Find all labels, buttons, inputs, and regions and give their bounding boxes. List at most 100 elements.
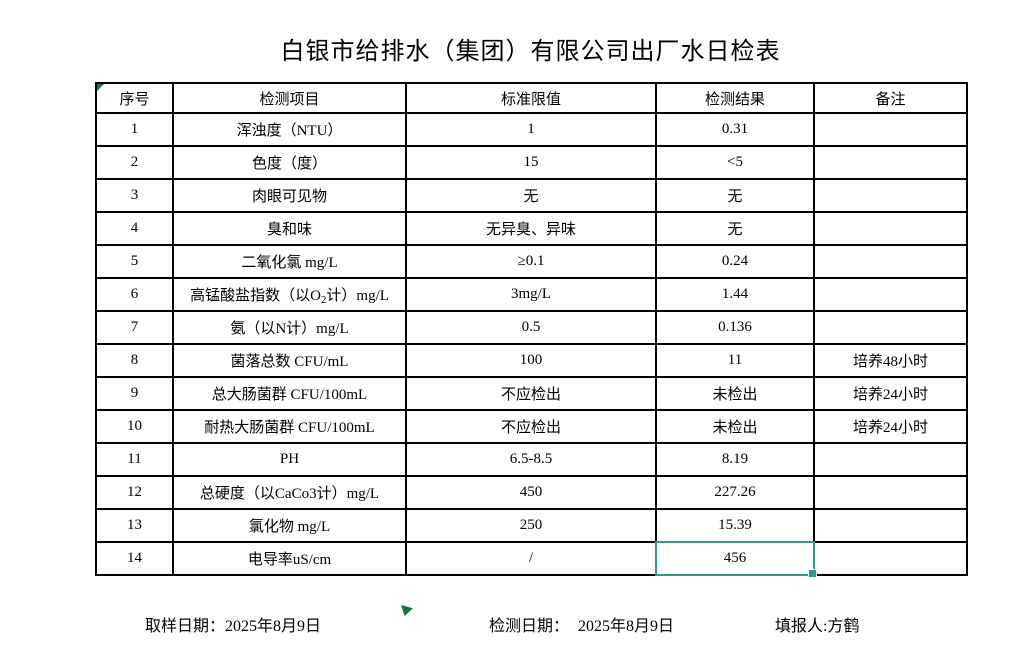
cell-limit[interactable]: 不应检出 — [405, 376, 657, 411]
cell-item[interactable]: 菌落总数 CFU/mL — [172, 343, 407, 378]
header-note[interactable]: 备注 — [813, 82, 968, 114]
cell-limit[interactable]: 450 — [405, 475, 657, 510]
test-date: 检测日期： 2025年8月9日 — [489, 612, 674, 636]
cell-serial[interactable]: 10 — [95, 409, 174, 444]
cell-serial[interactable]: 11 — [95, 442, 174, 477]
cell-note[interactable] — [813, 145, 968, 180]
cell-item[interactable]: 高锰酸盐指数（以O2计）mg/L — [172, 277, 407, 312]
cell-serial[interactable]: 1 — [95, 112, 174, 147]
sampling-date-value: 2025年8月9日 — [225, 618, 322, 635]
cell-result[interactable]: 11 — [655, 343, 815, 378]
table-row: 13 氯化物 mg/L 250 15.39 — [95, 508, 968, 543]
cell-item[interactable]: 二氧化氯 mg/L — [172, 244, 407, 279]
cell-limit[interactable]: 100 — [405, 343, 657, 378]
reporter-label: 填报人: — [775, 618, 828, 635]
cell-result[interactable]: 8.19 — [655, 442, 815, 477]
cell-serial[interactable]: 13 — [95, 508, 174, 543]
cell-note[interactable] — [813, 442, 968, 477]
cell-limit[interactable]: 不应检出 — [405, 409, 657, 444]
cell-note[interactable] — [813, 475, 968, 510]
cell-result[interactable]: 无 — [655, 211, 815, 246]
inspection-table: 序号 检测项目 标准限值 检测结果 备注 1 浑浊度（NTU） 1 0.31 2… — [95, 82, 968, 578]
cell-note[interactable] — [813, 211, 968, 246]
cell-item[interactable]: 臭和味 — [172, 211, 407, 246]
cell-item[interactable]: 耐热大肠菌群 CFU/100mL — [172, 409, 407, 444]
table-row: 9 总大肠菌群 CFU/100mL 不应检出 未检出 培养24小时 — [95, 376, 968, 411]
cell-limit[interactable]: 15 — [405, 145, 657, 180]
cell-result[interactable]: <5 — [655, 145, 815, 180]
cell-item[interactable]: 氯化物 mg/L — [172, 508, 407, 543]
table-row: 5 二氧化氯 mg/L ≥0.1 0.24 — [95, 244, 968, 279]
cell-limit[interactable]: 6.5-8.5 — [405, 442, 657, 477]
item-subscript: 2 — [320, 293, 327, 306]
cell-limit[interactable]: 1 — [405, 112, 657, 147]
cell-item[interactable]: 氨（以N计）mg/L — [172, 310, 407, 345]
cell-item[interactable]: 色度（度） — [172, 145, 407, 180]
cell-note[interactable]: 培养24小时 — [813, 376, 968, 411]
header-limit[interactable]: 标准限值 — [405, 82, 657, 114]
cell-serial[interactable]: 8 — [95, 343, 174, 378]
cell-note[interactable] — [813, 112, 968, 147]
cell-result[interactable]: 227.26 — [655, 475, 815, 510]
cell-note[interactable] — [813, 244, 968, 279]
header-item[interactable]: 检测项目 — [172, 82, 407, 114]
table-row: 4 臭和味 无异臭、异味 无 — [95, 211, 968, 246]
fill-handle[interactable] — [808, 569, 817, 578]
header-result[interactable]: 检测结果 — [655, 82, 815, 114]
cell-serial[interactable]: 5 — [95, 244, 174, 279]
cell-item[interactable]: 总硬度（以CaCo3计）mg/L — [172, 475, 407, 510]
cell-result-selected[interactable]: 456 — [655, 541, 817, 578]
cell-result[interactable]: 15.39 — [655, 508, 815, 543]
cell-serial[interactable]: 12 — [95, 475, 174, 510]
table-row: 7 氨（以N计）mg/L 0.5 0.136 — [95, 310, 968, 345]
item-text: 高锰酸盐指数（以O — [190, 287, 321, 304]
cell-note[interactable] — [813, 277, 968, 312]
cell-serial[interactable]: 3 — [95, 178, 174, 213]
table-row: 8 菌落总数 CFU/mL 100 11 培养48小时 — [95, 343, 968, 378]
cell-result[interactable]: 无 — [655, 178, 815, 213]
cell-result[interactable]: 0.31 — [655, 112, 815, 147]
test-date-value: 2025年8月9日 — [578, 618, 675, 635]
cell-note[interactable]: 培养24小时 — [813, 409, 968, 444]
cell-result[interactable]: 1.44 — [655, 277, 815, 312]
reporter: 填报人:方鹤 — [775, 612, 859, 636]
item-text: 计）mg/L — [326, 287, 389, 304]
cell-note[interactable]: 培养48小时 — [813, 343, 968, 378]
cell-note[interactable] — [813, 508, 968, 543]
cell-note[interactable] — [813, 178, 968, 213]
cell-result[interactable]: 未检出 — [655, 409, 815, 444]
table-header-row: 序号 检测项目 标准限值 检测结果 备注 — [95, 82, 968, 114]
table-row: 6 高锰酸盐指数（以O2计）mg/L 3mg/L 1.44 — [95, 277, 968, 312]
cell-serial[interactable]: 7 — [95, 310, 174, 345]
cell-serial[interactable]: 9 — [95, 376, 174, 411]
cell-result[interactable]: 0.24 — [655, 244, 815, 279]
cell-note[interactable] — [813, 310, 968, 345]
cell-limit[interactable]: / — [405, 541, 657, 576]
table-row: 1 浑浊度（NTU） 1 0.31 — [95, 112, 968, 147]
table-row: 12 总硬度（以CaCo3计）mg/L 450 227.26 — [95, 475, 968, 510]
cell-limit[interactable]: 3mg/L — [405, 277, 657, 312]
cell-serial[interactable]: 14 — [95, 541, 174, 576]
reporter-value: 方鹤 — [827, 618, 860, 635]
cell-item[interactable]: 电导率uS/cm — [172, 541, 407, 576]
cell-result[interactable]: 未检出 — [655, 376, 815, 411]
cell-serial[interactable]: 4 — [95, 211, 174, 246]
selected-cell-value: 456 — [723, 550, 747, 566]
cell-limit[interactable]: 无异臭、异味 — [405, 211, 657, 246]
cell-limit[interactable]: 无 — [405, 178, 657, 213]
green-marker-icon — [401, 605, 413, 616]
table-row: 14 电导率uS/cm / 456 — [95, 541, 968, 578]
cell-serial[interactable]: 6 — [95, 277, 174, 312]
cell-note[interactable] — [813, 541, 968, 576]
cell-limit[interactable]: 250 — [405, 508, 657, 543]
cell-serial[interactable]: 2 — [95, 145, 174, 180]
cell-limit[interactable]: ≥0.1 — [405, 244, 657, 279]
cell-item[interactable]: 总大肠菌群 CFU/100mL — [172, 376, 407, 411]
sampling-date: 取样日期：2025年8月9日 — [145, 612, 321, 636]
cell-item[interactable]: 肉眼可见物 — [172, 178, 407, 213]
cell-item[interactable]: PH — [172, 442, 407, 477]
cell-limit[interactable]: 0.5 — [405, 310, 657, 345]
header-serial[interactable]: 序号 — [95, 82, 174, 114]
cell-item[interactable]: 浑浊度（NTU） — [172, 112, 407, 147]
cell-result[interactable]: 0.136 — [655, 310, 815, 345]
